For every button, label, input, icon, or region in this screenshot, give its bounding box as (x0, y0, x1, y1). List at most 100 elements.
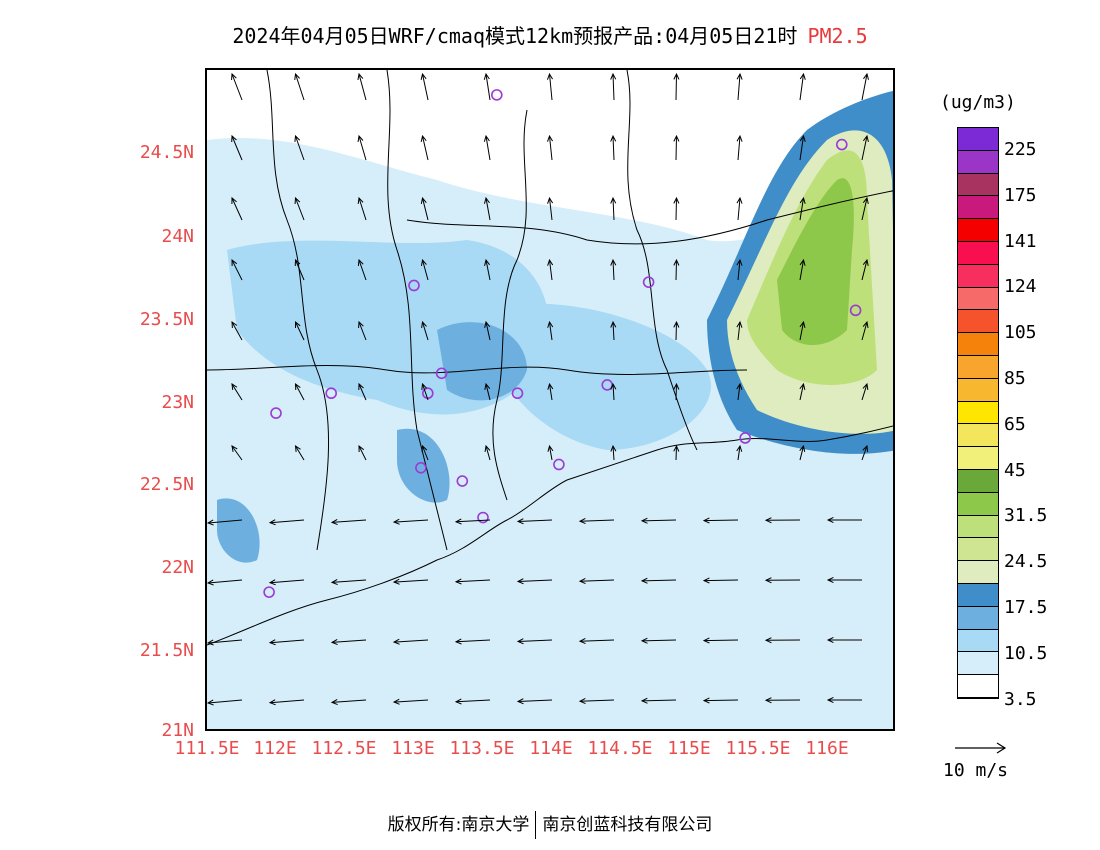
wind-arrow (421, 320, 429, 341)
colorbar-swatch (958, 378, 998, 402)
wind-arrow (861, 134, 869, 161)
wind-arrow (578, 578, 615, 585)
wind-arrow (330, 519, 367, 526)
wind-arrow (294, 382, 305, 401)
colorbar-swatch (958, 675, 998, 698)
wind-arrow (610, 196, 617, 221)
wind-arrow (231, 445, 243, 461)
wind-arrow (736, 72, 743, 101)
colorbar-swatch (958, 424, 998, 448)
wind-arrow (294, 72, 305, 101)
colorbar-swatch (958, 287, 998, 311)
wind-arrow (610, 134, 617, 161)
wind-arrow (330, 699, 367, 706)
wind-arrow (702, 577, 739, 584)
chart-title: 2024年04月05日WRF/cmaq模式12km预报产品:04月05日21时 P… (0, 20, 1100, 49)
wind-arrow (861, 382, 869, 401)
wind-arrow (736, 258, 743, 281)
colorbar-tick-label: 31.5 (1004, 505, 1048, 527)
wind-arrow (799, 382, 806, 401)
wind-arrow (392, 518, 429, 525)
wind-arrow (799, 320, 806, 341)
wind-arrow (547, 382, 554, 401)
colorbar-swatch (958, 629, 998, 653)
colorbar-swatch (958, 310, 998, 334)
colorbar-tick-label: 225 (1004, 139, 1037, 160)
station-marker (415, 461, 427, 474)
wind-arrow (207, 639, 243, 646)
wind-arrow (736, 444, 743, 461)
wind-arrow (861, 444, 869, 461)
wind-arrow (207, 579, 243, 586)
lat-tick-label: 23N (161, 392, 194, 413)
station-marker (263, 586, 275, 598)
station-marker (490, 89, 503, 101)
footer-divider (535, 811, 537, 839)
coastline (207, 425, 893, 646)
wind-arrow (610, 320, 617, 341)
wind-arrow (392, 698, 429, 705)
wind-arrow (421, 382, 429, 401)
lon-tick-label: 111.5E (174, 738, 240, 759)
wind-arrow (420, 134, 429, 161)
wind-arrow (799, 444, 806, 461)
lon-tick-label: 113E (391, 738, 435, 759)
wind-arrow (358, 444, 367, 461)
wind-arrow (516, 698, 553, 705)
reference-vector-label: 10 m/s (943, 760, 1009, 781)
wind-arrow (702, 697, 739, 704)
wind-arrow (357, 258, 367, 281)
lat-tick-label: 24N (161, 226, 194, 247)
boundary-3 (492, 109, 528, 501)
wind-arrow (294, 320, 305, 341)
wind-arrow (483, 72, 491, 101)
station-marker (849, 304, 862, 317)
colorbar-swatch (958, 128, 998, 151)
colorbar-swatch (958, 652, 998, 676)
wind-arrow (736, 134, 743, 161)
station-marker (511, 387, 524, 400)
colorbar-tick-label: 105 (1004, 322, 1037, 344)
colorbar-tick-label: 17.5 (1004, 597, 1048, 618)
lat-tick-label: 21N (161, 720, 194, 741)
wind-arrow (294, 444, 305, 461)
colorbar-swatch (958, 355, 998, 379)
wind-arrow (826, 576, 862, 584)
wind-arrow (294, 196, 305, 221)
colorbar-swatch (958, 241, 998, 265)
wind-arrow (673, 134, 680, 161)
lon-tick-label: 114E (529, 738, 573, 759)
colorbar-swatch (958, 469, 998, 493)
wind-arrow (610, 72, 617, 101)
wind-arrow (610, 444, 617, 461)
wind-arrow (861, 320, 869, 341)
wind-arrow (357, 134, 367, 161)
wind-arrow (547, 134, 554, 161)
wind-arrow (207, 519, 243, 526)
colorbar-tick-label: 141 (1004, 230, 1037, 252)
wind-arrow (484, 320, 491, 341)
wind-arrow (861, 258, 869, 281)
map-panel[interactable] (205, 68, 895, 731)
wind-arrow (358, 382, 367, 401)
colorbar-tick-label: 85 (1004, 368, 1026, 389)
wind-arrow (420, 196, 429, 221)
station-marker (456, 475, 469, 487)
wind-arrow (736, 320, 743, 341)
wind-arrow (826, 696, 862, 704)
wind-arrow (231, 258, 243, 281)
wind-arrow (516, 518, 553, 525)
wind-arrow (357, 72, 367, 101)
wind-arrow (484, 382, 491, 401)
wind-arrow (420, 258, 429, 281)
wind-arrow (330, 639, 367, 646)
boundary-1 (266, 70, 330, 551)
wind-arrow (673, 72, 680, 101)
wind-arrow (861, 196, 869, 221)
wind-arrow (640, 637, 677, 644)
wind-arrow (610, 382, 617, 401)
colorbar-swatch (958, 561, 998, 584)
colorbar-swatch (958, 515, 998, 539)
wind-arrow (231, 383, 243, 401)
wind-arrow (207, 699, 243, 706)
